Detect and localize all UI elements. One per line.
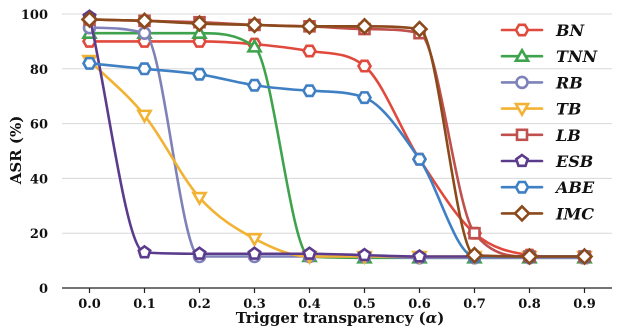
legend-swatch-marker [514, 180, 530, 194]
legend: BN TNN RB TB LB ESB ABE IMC [500, 21, 599, 223]
series-line-tb [88, 59, 586, 258]
data-point-esb [192, 246, 207, 260]
legend-label: LB [555, 126, 581, 145]
series-rb [82, 20, 592, 265]
legend-label: TB [556, 100, 581, 119]
x-tick-label: 0.3 [243, 297, 266, 312]
data-point-abe [191, 67, 208, 81]
y-axis-title: ASR (%) [7, 116, 25, 186]
legend-item-tb: TB [500, 100, 581, 119]
data-point-imc [135, 12, 154, 30]
data-point-abe [246, 78, 263, 92]
series-tnn [81, 24, 593, 264]
x-tick-label: 0.8 [518, 297, 541, 312]
data-point-imc [245, 16, 264, 34]
legend-item-abe: ABE [500, 178, 595, 197]
series-line-bn [88, 40, 586, 260]
data-point-abe [301, 84, 318, 98]
series-imc [80, 10, 594, 266]
legend-swatch-marker [513, 47, 531, 63]
legend-item-tnn: TNN [500, 47, 599, 66]
x-tick-label: 0.1 [133, 297, 156, 312]
x-axis-title-alpha: α [426, 309, 438, 327]
data-point-abe [411, 152, 428, 166]
axes [62, 287, 612, 293]
legend-label: IMC [555, 204, 594, 223]
y-tick-label: 100 [21, 8, 48, 23]
x-tick-label: 0.5 [353, 297, 376, 312]
x-tick-label: 0.7 [463, 297, 486, 312]
data-point-imc [190, 14, 209, 33]
y-tick-label: 20 [30, 227, 48, 242]
data-point-tb [191, 191, 208, 207]
data-point-imc [355, 17, 374, 36]
data-point-tnn [191, 24, 208, 39]
legend-item-rb: RB [500, 73, 583, 92]
x-tick-label: 0.6 [408, 297, 431, 312]
legend-item-bn: BN [500, 21, 586, 40]
legend-item-imc: IMC [500, 204, 594, 223]
legend-label: ESB [555, 152, 593, 171]
legend-label: BN [555, 21, 586, 40]
data-point-tb [136, 109, 153, 124]
legend-swatch-marker [513, 102, 531, 118]
legend-item-esb: ESB [500, 152, 593, 171]
data-point-imc [80, 10, 99, 29]
data-point-tb [246, 232, 263, 248]
y-tick-label: 60 [30, 118, 48, 133]
legend-swatch-marker [514, 23, 530, 37]
data-point-imc [300, 17, 319, 36]
y-tick-label: 0 [39, 282, 48, 297]
data-point-imc [410, 20, 429, 38]
x-tick-label: 0.4 [298, 297, 321, 312]
data-point-esb [412, 248, 427, 263]
x-axis-title-close: ) [437, 309, 444, 327]
legend-swatch-marker [515, 128, 529, 142]
data-series [80, 9, 594, 266]
legend-swatch-marker [514, 153, 530, 168]
x-axis-title-text: Trigger transparency ( [236, 309, 426, 327]
legend-label: ABE [554, 178, 595, 197]
legend-label: RB [555, 73, 583, 92]
data-point-bn [301, 44, 318, 58]
x-tick-label: 0.0 [78, 297, 101, 312]
x-tick-label: 0.9 [573, 297, 596, 312]
data-point-tnn [246, 38, 263, 53]
x-tick-label: 0.2 [188, 297, 211, 312]
data-point-bn [356, 59, 373, 73]
data-point-abe [356, 91, 373, 105]
legend-swatch-marker [515, 75, 529, 90]
data-point-esb [137, 244, 152, 259]
data-point-esb [247, 246, 262, 260]
data-point-esb [357, 247, 372, 262]
y-tick-label: 40 [30, 172, 48, 187]
series-tb [81, 54, 593, 266]
data-point-imc [520, 247, 539, 266]
legend-item-lb: LB [500, 126, 581, 145]
x-tick-labels: 0.0 0.1 0.2 0.3 0.4 0.5 0.6 0.7 0.8 0.9 [78, 297, 596, 312]
data-point-imc [575, 247, 594, 266]
data-point-lb [468, 226, 481, 240]
data-point-esb [302, 246, 317, 260]
series-line-esb [88, 15, 586, 258]
data-point-abe [81, 56, 98, 70]
y-tick-labels: 0 20 40 60 80 100 [21, 8, 48, 297]
data-point-abe [136, 62, 153, 76]
legend-swatch-marker [513, 204, 531, 223]
x-axis-title: Trigger transparency (α) [236, 309, 445, 327]
y-tick-label: 80 [30, 63, 48, 78]
data-point-imc [465, 246, 484, 264]
legend-label: TNN [556, 47, 599, 66]
